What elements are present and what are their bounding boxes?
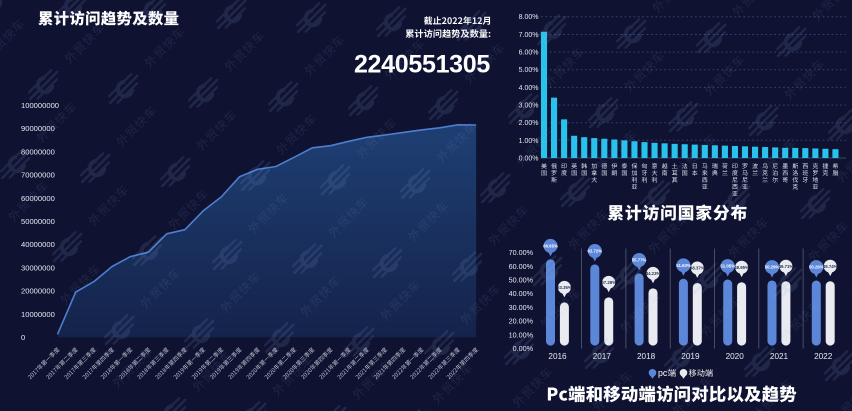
svg-text:80000000: 80000000 [21,147,55,156]
svg-text:2019: 2019 [681,352,700,361]
svg-text:2018: 2018 [637,352,656,361]
svg-text:33.35%: 33.35% [557,285,572,290]
svg-text:60.00%: 60.00% [509,262,534,271]
svg-text:20.00%: 20.00% [509,317,534,326]
svg-text:40.00%: 40.00% [509,289,534,298]
svg-text:0.00%: 0.00% [519,155,539,162]
svg-text:10.00%: 10.00% [509,330,534,339]
svg-text:62.72%: 62.72% [588,249,603,254]
svg-text:8.00%: 8.00% [519,14,539,21]
svg-text:6.00%: 6.00% [519,50,539,57]
svg-text:40000000: 40000000 [21,240,55,249]
svg-text:49.71%: 49.71% [779,264,794,269]
svg-text:50.26%: 50.26% [809,265,824,270]
svg-text:2240551305: 2240551305 [354,50,490,78]
svg-text:4.00%: 4.00% [519,85,539,92]
svg-text:10000000: 10000000 [21,310,55,319]
svg-text:44.23%: 44.23% [646,271,661,276]
svg-text:2016: 2016 [548,352,567,361]
svg-text:5.00%: 5.00% [519,67,539,74]
svg-text:48.37%: 48.37% [690,266,705,271]
svg-text:70.00%: 70.00% [509,248,534,257]
svg-text:2017: 2017 [593,352,612,361]
svg-text:49.74%: 49.74% [823,264,838,269]
svg-text:70000000: 70000000 [21,171,55,180]
svg-text:51.05%: 51.05% [720,264,735,269]
svg-text:55.77%: 55.77% [632,258,647,263]
svg-text:20000000: 20000000 [21,287,55,296]
svg-text:0: 0 [21,333,25,342]
svg-text:2.00%: 2.00% [519,120,539,127]
svg-text:37.28%: 37.28% [601,280,616,285]
svg-text:50000000: 50000000 [21,217,55,226]
svg-text:50.29%: 50.29% [765,265,780,270]
svg-text:51.63%: 51.63% [676,263,691,268]
svg-text:1.00%: 1.00% [519,138,539,145]
svg-text:2021: 2021 [770,352,789,361]
svg-text:50.00%: 50.00% [509,276,534,285]
svg-text:pc: pc [658,368,668,378]
svg-text:7.00%: 7.00% [519,32,539,39]
svg-text:100000000: 100000000 [21,101,59,110]
svg-text:2022: 2022 [814,352,833,361]
svg-text:66.65%: 66.65% [543,244,558,249]
svg-text:30000000: 30000000 [21,263,55,272]
svg-text:60000000: 60000000 [21,194,55,203]
svg-text:48.95%: 48.95% [734,265,749,270]
svg-text:2020: 2020 [726,352,745,361]
svg-text:90000000: 90000000 [21,124,55,133]
svg-text:30.00%: 30.00% [509,303,534,312]
